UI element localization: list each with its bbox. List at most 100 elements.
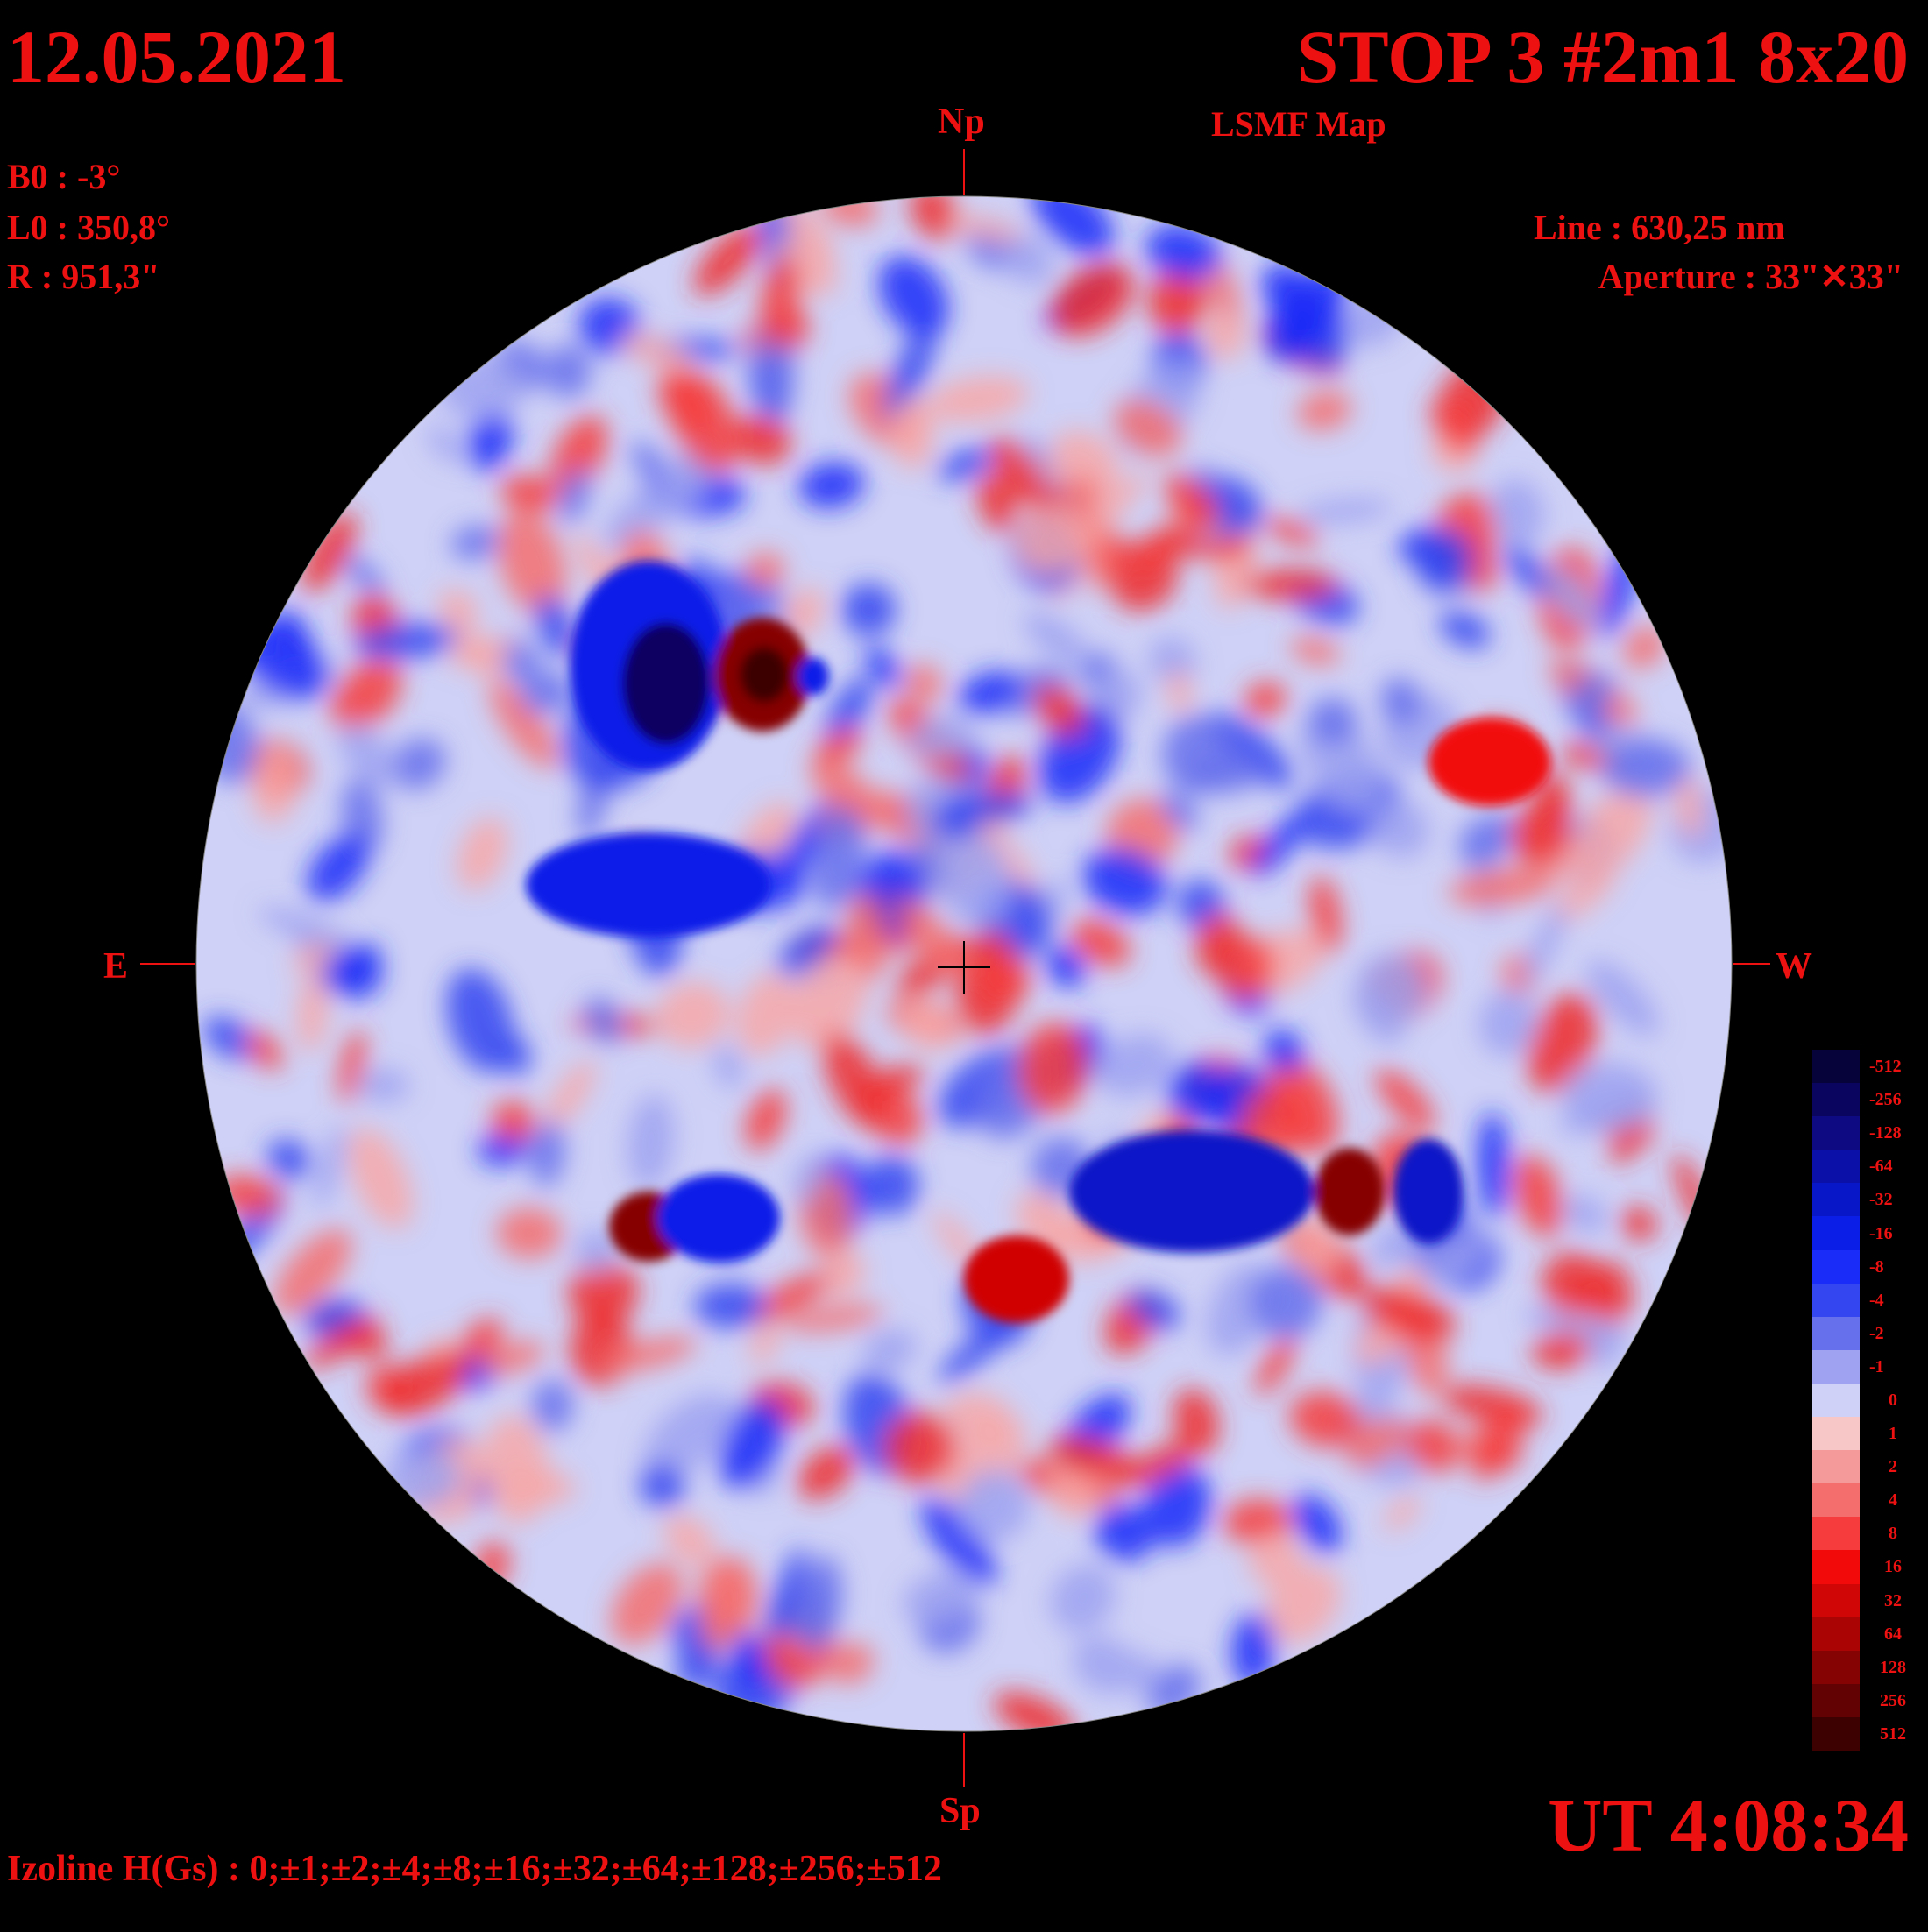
field-patch: [1231, 1612, 1276, 1688]
legend-swatch: [1812, 1716, 1860, 1752]
field-patch: [259, 907, 351, 948]
field-patch: [550, 415, 608, 494]
field-patch: [1204, 312, 1245, 360]
field-patch: [1187, 756, 1263, 794]
legend-label: 1: [1889, 1424, 1897, 1444]
field-patch: [491, 1100, 536, 1142]
legend-label: -8: [1869, 1256, 1884, 1277]
field-patch: [1034, 683, 1084, 735]
field-patch: [863, 1155, 919, 1215]
legend-label: 128: [1880, 1657, 1906, 1677]
field-patch: [1223, 1498, 1293, 1546]
field-patch: [301, 512, 357, 592]
field-patch: [795, 1555, 843, 1653]
field-patch: [273, 1228, 352, 1315]
field-patch: [339, 723, 398, 789]
field-patch: [841, 583, 897, 637]
field-patch: [732, 1627, 768, 1695]
field-patch: [883, 1412, 958, 1484]
field-patch: [1264, 518, 1320, 546]
field-patch: [736, 973, 796, 1056]
legend-swatch: [1812, 1150, 1860, 1184]
field-patch: [303, 1316, 381, 1369]
field-patch: [940, 1417, 1026, 1503]
field-patch: [1570, 671, 1613, 725]
field-patch: [479, 1341, 545, 1375]
field-patch: [1423, 1237, 1487, 1285]
legend-label: 8: [1889, 1524, 1897, 1544]
field-patch: [1195, 913, 1241, 976]
aperture: Aperture : 33"✕33": [1598, 257, 1903, 296]
field-patch: [1513, 1155, 1563, 1237]
legend-swatch: [1812, 1450, 1860, 1484]
field-patch: [822, 1030, 886, 1129]
legend-label: 0: [1889, 1391, 1897, 1410]
legend-label: -1: [1869, 1356, 1884, 1376]
field-patch: [381, 1351, 468, 1417]
field-patch: [500, 474, 559, 513]
field-patch: [1242, 569, 1338, 600]
field-patch: [903, 1001, 953, 1050]
field-patch: [749, 1324, 780, 1364]
field-patch: [1503, 543, 1551, 597]
field-patch: [784, 1305, 884, 1332]
field-patch: [976, 474, 1017, 533]
legend-label: -32: [1869, 1190, 1893, 1210]
field-patch: [559, 468, 590, 524]
observation-date: 12.05.2021: [7, 15, 346, 99]
field-patch: [353, 623, 459, 660]
legend-swatch: [1812, 1216, 1860, 1251]
field-patch: [1094, 1504, 1154, 1561]
field-patch: [793, 1153, 824, 1204]
field-patch: [1294, 1213, 1338, 1277]
legend-label: 16: [1884, 1557, 1902, 1577]
field-patch: [1522, 903, 1567, 987]
field-patch: [327, 945, 383, 999]
legend-label: -16: [1869, 1223, 1893, 1243]
legend-swatch: [1812, 1617, 1860, 1652]
field-patch: [1477, 1111, 1510, 1218]
field-patch: [1415, 528, 1473, 593]
legend-swatch: [1812, 1383, 1860, 1418]
field-patch: [903, 1570, 975, 1625]
field-patch: [1586, 959, 1660, 1037]
field-patch: [535, 594, 576, 658]
legend-label: -128: [1869, 1123, 1902, 1143]
field-patch: [639, 1462, 685, 1508]
field-patch: [1095, 1033, 1173, 1097]
field-patch: [1458, 814, 1517, 865]
field-patch: [348, 1128, 413, 1228]
west-label: W: [1776, 946, 1812, 987]
field-patch: [815, 728, 863, 765]
field-patch: [676, 1641, 719, 1690]
field-patch: [905, 663, 942, 703]
axis-ticks: [140, 149, 1770, 1787]
field-patch: [1001, 233, 1053, 285]
field-patch: [498, 510, 567, 616]
active-region-patch: [740, 647, 789, 703]
field-patch: [745, 1088, 787, 1150]
field-patch: [731, 415, 791, 465]
legend-swatch: [1812, 1550, 1860, 1585]
solar-disk-magnetogram: [196, 196, 1732, 1731]
field-patch: [1013, 506, 1085, 575]
solar-limb: [195, 195, 1733, 1732]
field-patch: [957, 670, 1021, 715]
field-patch: [390, 738, 446, 790]
field-patch: [529, 1120, 565, 1187]
field-patch: [895, 898, 968, 978]
field-patch: [1147, 266, 1209, 335]
legend-swatch: [1812, 1483, 1860, 1518]
field-patch: [697, 1556, 759, 1638]
field-patch: [826, 1642, 875, 1685]
legend-label: 4: [1889, 1490, 1897, 1511]
izoline-levels: Izoline H(Gs) : 0;±1;±2;±4;±8;±16;±32;±6…: [7, 1849, 942, 1889]
field-patch: [1405, 1419, 1461, 1473]
field-patch: [542, 1059, 596, 1132]
field-patch: [1379, 676, 1422, 726]
field-patch: [1620, 1206, 1657, 1241]
active-region-patch: [964, 1235, 1069, 1323]
field-patch: [202, 1016, 257, 1060]
field-patch: [1164, 473, 1220, 530]
param-radius: R : 951,3": [7, 257, 160, 296]
